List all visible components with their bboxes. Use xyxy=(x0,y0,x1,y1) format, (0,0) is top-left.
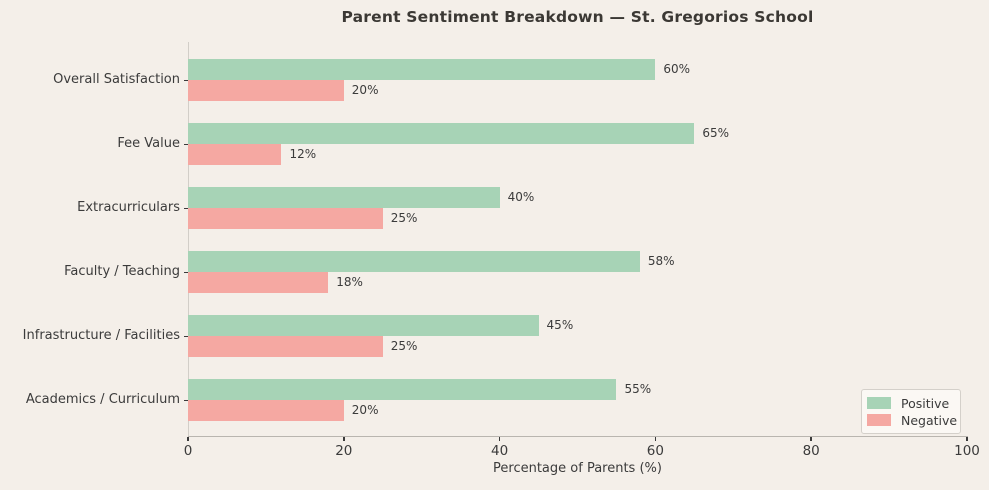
y-axis-spine xyxy=(188,42,189,437)
bar-value-label: 25% xyxy=(390,211,418,225)
bar-negative xyxy=(188,80,344,101)
bar-value-label: 55% xyxy=(624,382,652,396)
bar-negative xyxy=(188,400,344,421)
legend-entry-negative: Negative xyxy=(867,412,958,428)
y-tick-label: Overall Satisfaction xyxy=(53,72,180,87)
legend-entry-positive: Positive xyxy=(867,395,956,411)
y-tick-label: Extracurriculars xyxy=(77,200,180,215)
bar-negative xyxy=(188,336,383,357)
x-tick-label: 100 xyxy=(954,443,980,459)
bar-value-label: 65% xyxy=(702,126,730,140)
bar-value-label: 20% xyxy=(351,83,379,97)
x-tick-label: 40 xyxy=(491,443,509,459)
plot-area: Overall Satisfaction 60% 20% Fee Value 65% 12… xyxy=(23,42,980,459)
bar-value-label: 45% xyxy=(546,318,574,332)
x-tick-label: 80 xyxy=(802,443,820,459)
bar-positive xyxy=(188,315,539,336)
x-tick-mark xyxy=(187,437,189,441)
y-tick-mark xyxy=(184,271,188,273)
x-axis-label: Percentage of Parents (%) xyxy=(493,461,662,476)
x-tick-mark xyxy=(654,437,657,441)
y-tick-label: Academics / Curriculum xyxy=(25,392,180,407)
y-tick-label: Fee Value xyxy=(117,136,180,151)
bar-positive xyxy=(188,187,500,208)
chart-title: Parent Sentiment Breakdown — St. Gregori… xyxy=(341,8,814,26)
y-tick-label: Faculty / Teaching xyxy=(64,264,180,279)
x-tick-label: 20 xyxy=(335,443,353,459)
x-tick-mark xyxy=(498,437,501,441)
bar-negative xyxy=(188,144,282,165)
positive-swatch-icon xyxy=(867,397,891,409)
y-tick-mark xyxy=(184,207,188,209)
bar-positive xyxy=(188,251,640,272)
bar-value-label: 60% xyxy=(663,62,691,76)
bar-negative xyxy=(188,208,383,229)
y-tick-mark xyxy=(184,143,188,145)
bar-positive xyxy=(188,123,695,144)
y-tick-mark xyxy=(184,399,188,401)
x-tick-mark xyxy=(343,437,345,441)
x-tick-mark xyxy=(966,437,968,441)
x-tick-label: 60 xyxy=(646,443,664,459)
bar-value-label: 58% xyxy=(647,254,675,268)
bar-value-label: 12% xyxy=(289,147,317,161)
legend: Positive Negative xyxy=(861,389,961,434)
x-axis-spine xyxy=(188,436,968,437)
bar-value-label: 40% xyxy=(507,190,535,204)
legend-label-positive: Positive xyxy=(901,395,950,411)
x-tick-mark xyxy=(810,437,812,441)
bar-value-label: 25% xyxy=(390,339,418,353)
x-tick-label: 0 xyxy=(183,443,193,459)
bar-value-label: 20% xyxy=(351,403,379,417)
y-tick-mark xyxy=(184,335,188,337)
y-tick-mark xyxy=(184,79,188,81)
y-tick-label: Infrastructure / Facilities xyxy=(22,328,180,343)
negative-swatch-icon xyxy=(867,414,891,426)
bar-negative xyxy=(188,272,329,293)
bar-positive xyxy=(188,59,656,80)
bar-value-label: 18% xyxy=(336,275,363,289)
bar-positive xyxy=(188,379,617,400)
legend-label-negative: Negative xyxy=(901,412,958,428)
